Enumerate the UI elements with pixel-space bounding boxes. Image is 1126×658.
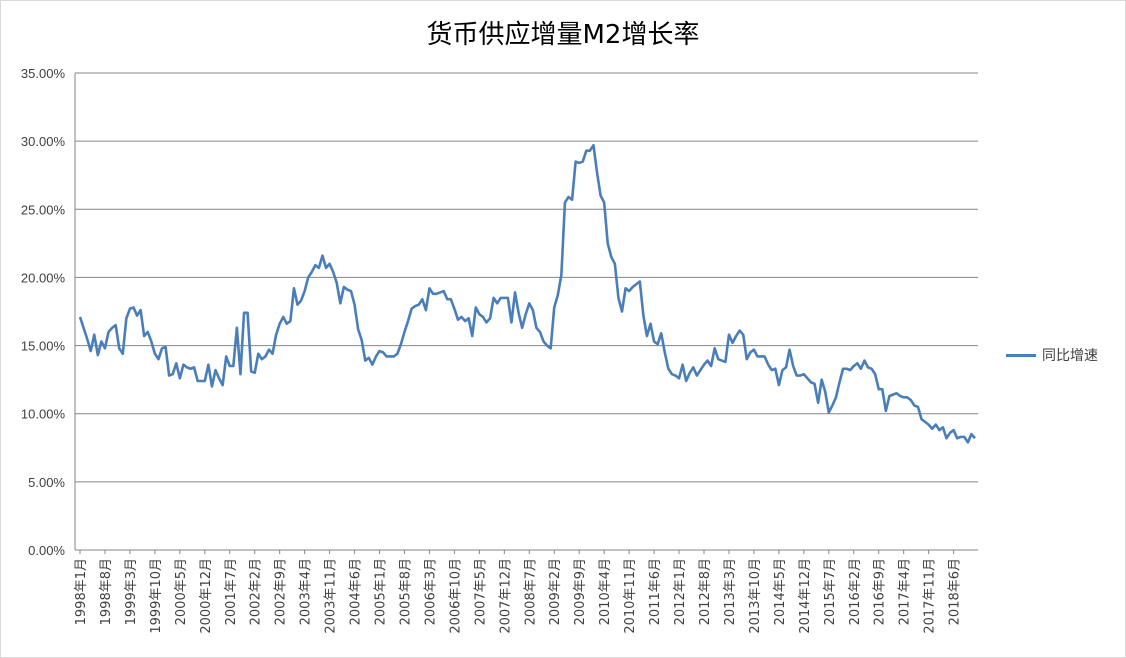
x-tick-label: 2015年7月 xyxy=(823,558,838,625)
y-tick-label: 10.00% xyxy=(21,407,66,422)
x-tick-label: 2001年7月 xyxy=(224,558,239,625)
x-tick-label: 2005年1月 xyxy=(374,558,389,625)
x-tick-label: 2002年2月 xyxy=(249,558,264,625)
legend-swatch xyxy=(1006,353,1036,357)
x-tick-label: 1999年3月 xyxy=(124,558,139,625)
x-tick-label: 2013年3月 xyxy=(723,558,738,625)
legend-label: 同比增速 xyxy=(1042,348,1098,364)
x-tick-label: 2010年4月 xyxy=(598,558,613,625)
x-tick-label: 2000年5月 xyxy=(174,558,189,625)
x-tick-label: 1998年8月 xyxy=(99,558,114,625)
x-tick-label: 2007年12月 xyxy=(498,558,513,634)
x-tick-label: 2014年5月 xyxy=(773,558,788,625)
y-tick-label: 0.00% xyxy=(28,543,65,558)
x-tick-label: 2005年8月 xyxy=(398,558,413,625)
x-tick-label: 2003年11月 xyxy=(324,558,339,634)
chart-title: 货币供应增量M2增长率 xyxy=(426,20,700,50)
x-tick-label: 2018年6月 xyxy=(948,558,963,625)
y-tick-label: 20.00% xyxy=(21,270,66,285)
y-tick-label: 30.00% xyxy=(21,134,66,149)
x-tick-label: 2006年10月 xyxy=(448,558,463,634)
x-tick-label: 2012年1月 xyxy=(673,558,688,625)
x-tick-label: 2017年4月 xyxy=(898,558,913,625)
x-tick-label: 1999年10月 xyxy=(149,558,164,634)
x-tick-label: 2013年10月 xyxy=(748,558,763,634)
x-tick-label: 2017年11月 xyxy=(923,558,938,634)
x-tick-label: 2012年8月 xyxy=(698,558,713,625)
x-tick-label: 2014年12月 xyxy=(798,558,813,634)
x-tick-label: 2007年5月 xyxy=(473,558,488,625)
x-tick-label: 2006年3月 xyxy=(423,558,438,625)
x-tick-label: 2010年11月 xyxy=(623,558,638,634)
y-tick-label: 5.00% xyxy=(28,475,65,490)
x-tick-label: 1998年1月 xyxy=(74,558,89,625)
x-tick-label: 2016年9月 xyxy=(873,558,888,625)
x-tick-label: 2002年9月 xyxy=(274,558,289,625)
x-tick-label: 2009年9月 xyxy=(573,558,588,625)
x-tick-label: 2000年12月 xyxy=(199,558,214,634)
x-tick-label: 2004年6月 xyxy=(349,558,364,625)
legend: 同比增速 xyxy=(1006,345,1098,365)
x-tick-label: 2008年7月 xyxy=(523,558,538,625)
series-line xyxy=(78,143,976,444)
y-tick-label: 25.00% xyxy=(21,202,66,217)
x-tick-label: 2009年2月 xyxy=(548,558,563,625)
x-tick-label: 2003年4月 xyxy=(299,558,314,625)
y-tick-label: 35.00% xyxy=(21,66,66,81)
y-tick-label: 15.00% xyxy=(21,339,66,354)
x-tick-label: 2016年2月 xyxy=(848,558,863,625)
x-tick-label: 2011年6月 xyxy=(648,558,663,625)
